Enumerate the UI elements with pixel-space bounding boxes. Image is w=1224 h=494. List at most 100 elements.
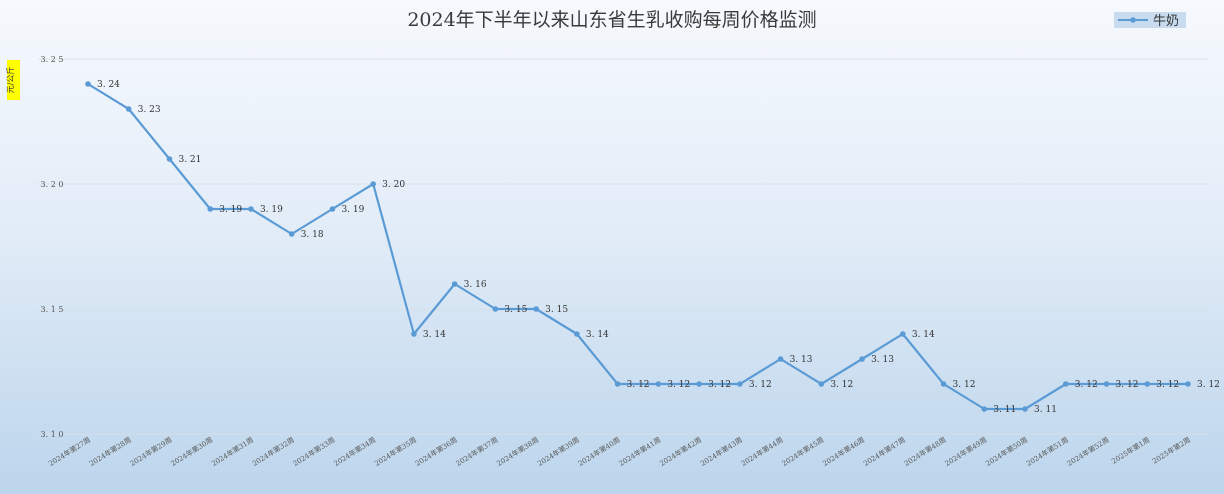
y-tick-label: 3. 1 0 [41,430,64,439]
chart-title: 2024年下半年以来山东省生乳收购每周价格监测 [407,9,816,31]
x-tick-label: 2024年第33周 [291,435,336,468]
data-label: 3. 13 [871,355,894,365]
x-tick-label: 2024年第38周 [495,435,540,468]
data-point [696,381,702,387]
data-label: 3. 18 [301,230,324,240]
data-point [329,206,336,212]
y-tick-label: 3. 1 5 [41,305,64,314]
x-tick-label: 2024年第42周 [658,435,703,468]
data-label: 3. 13 [790,355,813,365]
data-point [1144,381,1151,387]
data-point [85,81,91,87]
data-label: 3. 12 [953,380,976,390]
data-point [248,206,254,212]
x-tick-label: 2024年第50周 [984,435,1029,468]
data-point [981,406,988,412]
data-point [737,381,743,387]
data-label: 3. 12 [627,380,650,390]
x-tick-label: 2024年第28周 [88,435,133,468]
data-point [655,381,662,387]
x-tick-label: 2024年第29周 [128,435,173,468]
data-label: 3. 14 [912,330,935,340]
data-point [451,281,458,287]
data-label: 3. 14 [423,330,446,340]
data-point [777,356,784,362]
data-label: 3. 21 [178,155,201,165]
legend-label: 牛奶 [1153,14,1179,29]
data-label: 3. 15 [504,305,527,315]
x-tick-label: 2024年第40周 [576,435,621,468]
data-point [859,356,865,362]
x-tick-label: 2024年第31周 [210,435,255,468]
data-label: 3. 19 [341,205,364,215]
x-tick-label: 2024年第46周 [821,435,866,468]
x-tick-label: 2025年第1周 [1110,435,1151,466]
y-axis-label: 元/公斤 [5,60,20,100]
series-line-path [87,83,1188,411]
data-label: 3. 12 [1156,380,1179,390]
x-tick-label: 2024年第49周 [943,435,988,468]
x-tick-label: 2024年第37周 [454,435,499,468]
data-label: 3. 12 [749,380,772,390]
data-point [574,331,580,337]
data-point [1103,381,1110,387]
x-tick-label: 2024年第41周 [617,435,662,468]
x-tick-label: 2025年第2周 [1151,435,1192,466]
x-tick-label: 2024年第27周 [47,435,92,468]
data-point [370,181,376,187]
legend-marker [1130,17,1136,23]
data-label: 3. 12 [1075,380,1098,390]
data-point [166,156,173,162]
data-label: 3. 16 [464,280,487,290]
data-point [1022,406,1028,412]
data-point [1185,381,1191,387]
series-line [87,83,1188,411]
x-tick-label: 2024年第44周 [739,435,784,468]
x-tick-label: 2024年第39周 [536,435,581,468]
data-point [818,381,825,387]
x-tick-label: 2024年第48周 [902,435,947,468]
data-label: 3. 20 [382,180,405,190]
data-point [900,331,906,337]
data-point [940,381,947,387]
data-point [614,381,621,387]
x-tick-label: 2024年第34周 [332,435,377,468]
data-point [1062,381,1069,387]
data-point [533,306,539,312]
data-label: 3. 12 [830,380,853,390]
x-tick-label: 2024年第36周 [413,435,458,468]
data-label: 3. 24 [97,80,120,90]
data-labels: 3. 24 3. 23 3. 21 3. 19 3. 19 3. 18 3. 19 3. 20… [97,80,1220,415]
x-axis-ticks: 2024年第27周2024年第28周2024年第29周2024年第30周2024… [47,435,1192,468]
data-label: 3. 11 [993,405,1016,415]
x-tick-label: 2024年第47周 [862,435,907,468]
data-label: 3. 12 [1197,380,1220,390]
data-label: 3. 12 [1116,380,1139,390]
y-tick-label: 3. 2 0 [41,180,64,189]
gridlines [38,58,1208,435]
y-axis-label-text: 元/公斤 [5,67,15,94]
y-axis-label-highlight [7,60,20,100]
legend-box [1114,12,1186,28]
data-point [492,306,499,312]
data-point [288,231,295,237]
legend: 牛奶 [1114,12,1186,29]
x-tick-label: 2024年第51周 [1025,435,1070,468]
data-label: 3. 19 [260,205,283,215]
x-tick-label: 2024年第32周 [251,435,296,468]
series-points [85,81,1191,412]
data-label: 3. 12 [667,380,690,390]
data-label: 3. 11 [1034,405,1057,415]
y-tick-label: 3. 2 5 [41,55,64,64]
data-label: 3. 19 [219,205,242,215]
x-tick-label: 2024年第35周 [373,435,418,468]
x-tick-label: 2024年第45周 [780,435,825,468]
data-label: 3. 12 [708,380,731,390]
data-point [411,331,417,337]
data-label: 3. 14 [586,330,609,340]
y-axis-ticks: 3. 1 0 3. 1 5 3. 2 0 3. 2 5 [41,55,64,439]
data-point [207,206,214,212]
x-tick-label: 2024年第52周 [1065,435,1110,468]
x-tick-label: 2024年第43周 [699,435,744,468]
